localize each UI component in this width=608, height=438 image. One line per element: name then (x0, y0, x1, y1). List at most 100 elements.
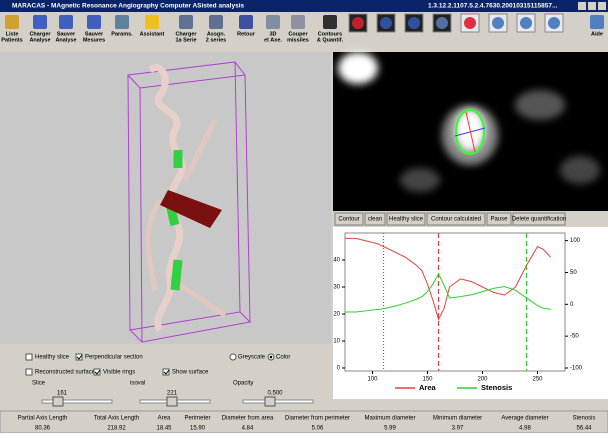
button[interactable] (486, 212, 512, 226)
tool-label: Params. (111, 31, 133, 37)
chart: 100 150 200 250 0 10 20 30 40 100 50 0 -50 -100 Area St… (333, 233, 583, 392)
radio[interactable] (229, 353, 237, 361)
tool-label: 1a Serie (175, 37, 196, 43)
checkbox[interactable] (93, 368, 101, 376)
stat-header: Perimeter (184, 416, 210, 422)
y2-tick-label: -50 (570, 334, 579, 340)
y-tick-label: 40 (333, 258, 340, 264)
button[interactable] (512, 212, 566, 226)
maximize-button[interactable] (588, 2, 596, 10)
checkbox-label: Perpendicular section (85, 355, 143, 361)
stat-header: Area (158, 416, 171, 422)
stat-value: 4.84 (242, 426, 254, 432)
radio-label: Color (276, 355, 290, 361)
y-tick-label: 20 (333, 312, 340, 318)
button[interactable] (426, 212, 486, 226)
legend-label: Stenosis (481, 383, 512, 392)
slider-value: 221 (167, 391, 178, 397)
slider-label: Slice (32, 381, 46, 387)
contour (455, 109, 485, 155)
toolbar-button[interactable]: Assgn.2 series (206, 15, 227, 43)
title-bar (0, 0, 608, 12)
tool-label: Sauver (57, 31, 76, 37)
stat-header: Maximum diameter (364, 416, 415, 422)
button[interactable] (386, 212, 426, 226)
x-tick-label: 200 (477, 377, 488, 383)
legend-label: Area (419, 383, 437, 392)
slider-knob[interactable] (52, 396, 64, 407)
stat-value: 80.36 (35, 426, 51, 432)
button[interactable] (334, 212, 364, 226)
toolbar-button[interactable]: Retour (237, 15, 256, 37)
checkbox[interactable] (162, 368, 170, 376)
y2-tick-label: -100 (570, 366, 583, 372)
button-label: Delete quantification (512, 217, 566, 223)
slider-track (41, 399, 113, 404)
max-axis (465, 111, 476, 153)
tool-icon (380, 17, 392, 29)
controls: Healthy slice Perpendicular section Recons… (25, 353, 314, 407)
slider-knob[interactable] (166, 396, 178, 407)
slider-track (242, 399, 314, 404)
tool-label: Liste (6, 31, 19, 37)
tool-icon (464, 17, 476, 29)
check-mark (163, 369, 170, 375)
checkbox[interactable] (75, 353, 83, 361)
stats-bg (0, 410, 608, 434)
checkbox-label: Show surface (172, 370, 209, 376)
stat-value: 18.45 (156, 426, 172, 432)
toolbar-button[interactable]: Assistant (140, 15, 165, 37)
tool-icon (548, 17, 560, 29)
checkbox-label: Visible rings (103, 370, 135, 376)
plot-area (344, 232, 566, 372)
stat-value: 5.06 (312, 426, 324, 432)
button-label: clean (368, 217, 382, 223)
minimize-button[interactable] (578, 2, 586, 10)
y-tick-label: 0 (337, 366, 341, 372)
close-button[interactable] (598, 2, 606, 10)
3d-scene (127, 61, 251, 343)
tool-label: Analyse (29, 37, 50, 43)
checkbox[interactable] (25, 368, 33, 376)
tool-label: missiles (287, 37, 309, 43)
tool-label: Patients (1, 37, 22, 43)
toolbar: ListePatientsChargerAnalyseSauverAnalyse… (1, 13, 604, 43)
tool-label: Charger (175, 31, 197, 37)
button[interactable] (364, 212, 386, 226)
tool-icon (33, 15, 47, 29)
toolbar-button[interactable]: Contours& Quantif. (317, 15, 344, 43)
toolbar-button[interactable]: Params. (111, 15, 133, 37)
tool-label: 3D (269, 31, 276, 37)
tool-label: Charger (29, 31, 51, 37)
tool-icon (492, 17, 504, 29)
slider-knob[interactable] (264, 396, 276, 407)
tool-label: Sauver (85, 31, 104, 37)
series-id: 1.3.12.2.1107.5.2.4.7630.20010315115857.… (428, 3, 558, 10)
tool-icon (323, 15, 337, 29)
tool-label: 2 series (206, 37, 227, 43)
checkbox[interactable] (25, 353, 33, 361)
stat-value: 3.97 (452, 426, 464, 432)
tool-label: Assistant (140, 31, 165, 37)
slider-value: 0.500 (267, 391, 283, 397)
y2-tick-label: 50 (570, 270, 577, 276)
window-title: MARACAS - MAgnetic Resonance Angiography… (12, 3, 244, 10)
slider-value: 161 (57, 391, 68, 397)
toolbar-button[interactable]: Aide (590, 15, 604, 37)
x-tick-label: 250 (532, 377, 543, 383)
radio-dot (269, 355, 273, 359)
tool-icon (266, 15, 280, 29)
stat-header: Total Axis Length (94, 416, 139, 422)
tool-icon (5, 15, 19, 29)
y2-tick-label: 0 (570, 302, 574, 308)
button-label: Pause (490, 217, 508, 223)
stat-value: 56.44 (576, 426, 592, 432)
button-label: Contour calculated (431, 217, 481, 223)
